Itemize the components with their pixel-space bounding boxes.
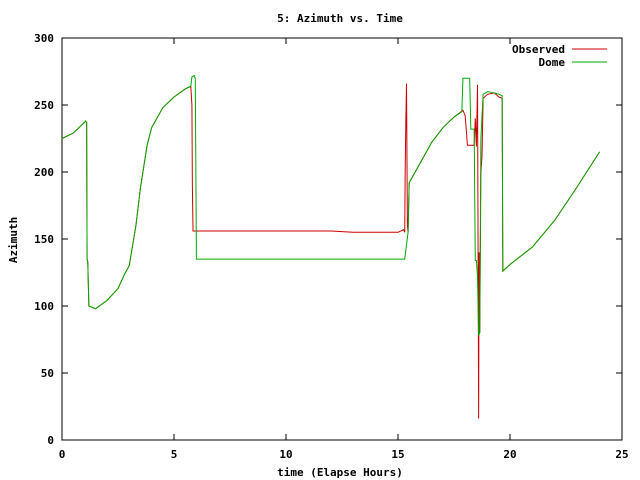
- y-axis-label: Azimuth: [7, 217, 20, 263]
- chart-title: 5: Azimuth vs. Time: [277, 12, 403, 25]
- y-tick-label: 150: [34, 233, 54, 246]
- x-tick-label: 10: [279, 448, 292, 461]
- series-line-observed: [61, 83, 601, 419]
- y-tick-label: 200: [34, 166, 54, 179]
- y-tick-label: 0: [47, 434, 54, 447]
- plot-frame: [61, 37, 623, 441]
- x-tick-label: 20: [503, 448, 516, 461]
- series-line-dome: [61, 74, 601, 336]
- y-tick-label: 50: [41, 367, 54, 380]
- x-tick-label: 5: [171, 448, 178, 461]
- series-lines: [61, 74, 601, 419]
- y-tick-label: 300: [34, 32, 54, 45]
- plot-border: [61, 37, 623, 441]
- y-tick-label: 250: [34, 99, 54, 112]
- axis-ticks: [61, 37, 623, 441]
- x-tick-label: 15: [391, 448, 404, 461]
- legend-label-dome: Dome: [539, 56, 566, 69]
- y-tick-label: 100: [34, 300, 54, 313]
- x-axis-label: time (Elapse Hours): [277, 466, 403, 479]
- legend-label-observed: Observed: [512, 43, 565, 56]
- x-tick-label: 0: [59, 448, 66, 461]
- x-tick-label: 25: [615, 448, 628, 461]
